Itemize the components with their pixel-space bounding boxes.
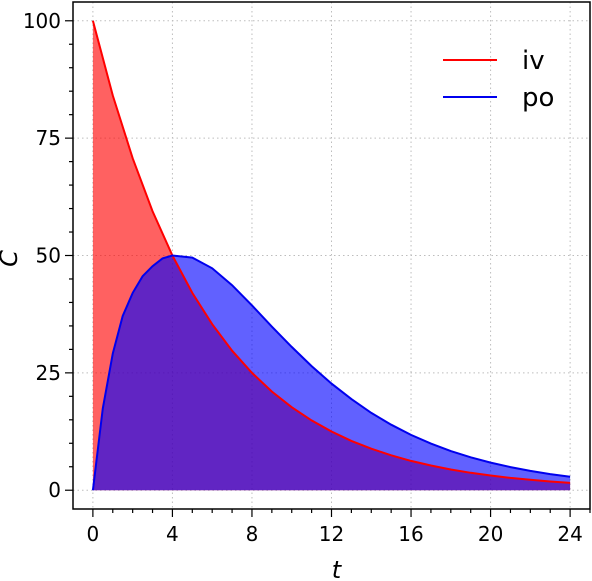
x-tick-label: 16 [398, 522, 423, 546]
x-axis-ticks: 0 4 8 12 16 20 24 [87, 509, 591, 546]
y-axis-label: C [0, 250, 23, 267]
x-tick-label: 0 [87, 522, 100, 546]
series-areas [92, 20, 571, 491]
x-tick-label: 8 [246, 522, 259, 546]
legend-label-po: po [522, 83, 554, 113]
y-tick-label: 100 [23, 9, 61, 33]
area-po [92, 255, 571, 491]
legend-label-iv: iv [522, 46, 545, 76]
x-tick-label: 12 [319, 522, 344, 546]
y-axis-ticks: 0 25 50 75 100 [23, 9, 73, 502]
y-tick-label: 75 [36, 126, 61, 150]
x-axis-label: t [332, 556, 343, 581]
series-lines [91, 20, 571, 491]
legend: iv po [443, 46, 554, 113]
x-tick-label: 20 [478, 522, 503, 546]
x-tick-label: 4 [166, 522, 179, 546]
y-tick-label: 0 [48, 478, 61, 502]
y-tick-label: 50 [36, 244, 61, 268]
line-po [91, 254, 571, 491]
x-tick-label: 24 [557, 522, 582, 546]
y-tick-label: 25 [36, 361, 61, 385]
